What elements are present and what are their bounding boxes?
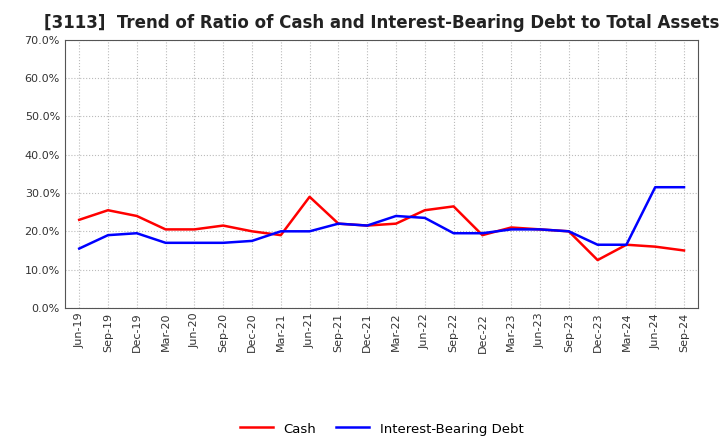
Interest-Bearing Debt — [507, 227, 516, 232]
Cash — [305, 194, 314, 199]
Interest-Bearing Debt — [305, 229, 314, 234]
Legend: Cash, Interest-Bearing Debt: Cash, Interest-Bearing Debt — [235, 417, 528, 440]
Interest-Bearing Debt — [478, 231, 487, 236]
Interest-Bearing Debt — [161, 240, 170, 246]
Interest-Bearing Debt — [536, 227, 544, 232]
Cash — [161, 227, 170, 232]
Interest-Bearing Debt — [248, 238, 256, 244]
Cash — [190, 227, 199, 232]
Interest-Bearing Debt — [75, 246, 84, 251]
Interest-Bearing Debt — [680, 185, 688, 190]
Cash — [132, 213, 141, 219]
Interest-Bearing Debt — [276, 229, 285, 234]
Cash — [363, 223, 372, 228]
Cash — [248, 229, 256, 234]
Cash — [680, 248, 688, 253]
Cash — [420, 208, 429, 213]
Interest-Bearing Debt — [622, 242, 631, 247]
Interest-Bearing Debt — [420, 215, 429, 220]
Interest-Bearing Debt — [104, 232, 112, 238]
Interest-Bearing Debt — [564, 229, 573, 234]
Cash — [75, 217, 84, 223]
Cash — [564, 229, 573, 234]
Interest-Bearing Debt — [363, 223, 372, 228]
Cash — [507, 225, 516, 230]
Cash — [334, 221, 343, 226]
Cash — [651, 244, 660, 249]
Cash — [276, 232, 285, 238]
Interest-Bearing Debt — [334, 221, 343, 226]
Cash — [478, 232, 487, 238]
Interest-Bearing Debt — [219, 240, 228, 246]
Cash — [392, 221, 400, 226]
Line: Interest-Bearing Debt: Interest-Bearing Debt — [79, 187, 684, 249]
Interest-Bearing Debt — [132, 231, 141, 236]
Cash — [593, 257, 602, 263]
Interest-Bearing Debt — [651, 185, 660, 190]
Cash — [104, 208, 112, 213]
Line: Cash: Cash — [79, 197, 684, 260]
Cash — [622, 242, 631, 247]
Interest-Bearing Debt — [392, 213, 400, 219]
Cash — [536, 227, 544, 232]
Cash — [449, 204, 458, 209]
Interest-Bearing Debt — [190, 240, 199, 246]
Title: [3113]  Trend of Ratio of Cash and Interest-Bearing Debt to Total Assets: [3113] Trend of Ratio of Cash and Intere… — [44, 15, 719, 33]
Interest-Bearing Debt — [449, 231, 458, 236]
Cash — [219, 223, 228, 228]
Interest-Bearing Debt — [593, 242, 602, 247]
